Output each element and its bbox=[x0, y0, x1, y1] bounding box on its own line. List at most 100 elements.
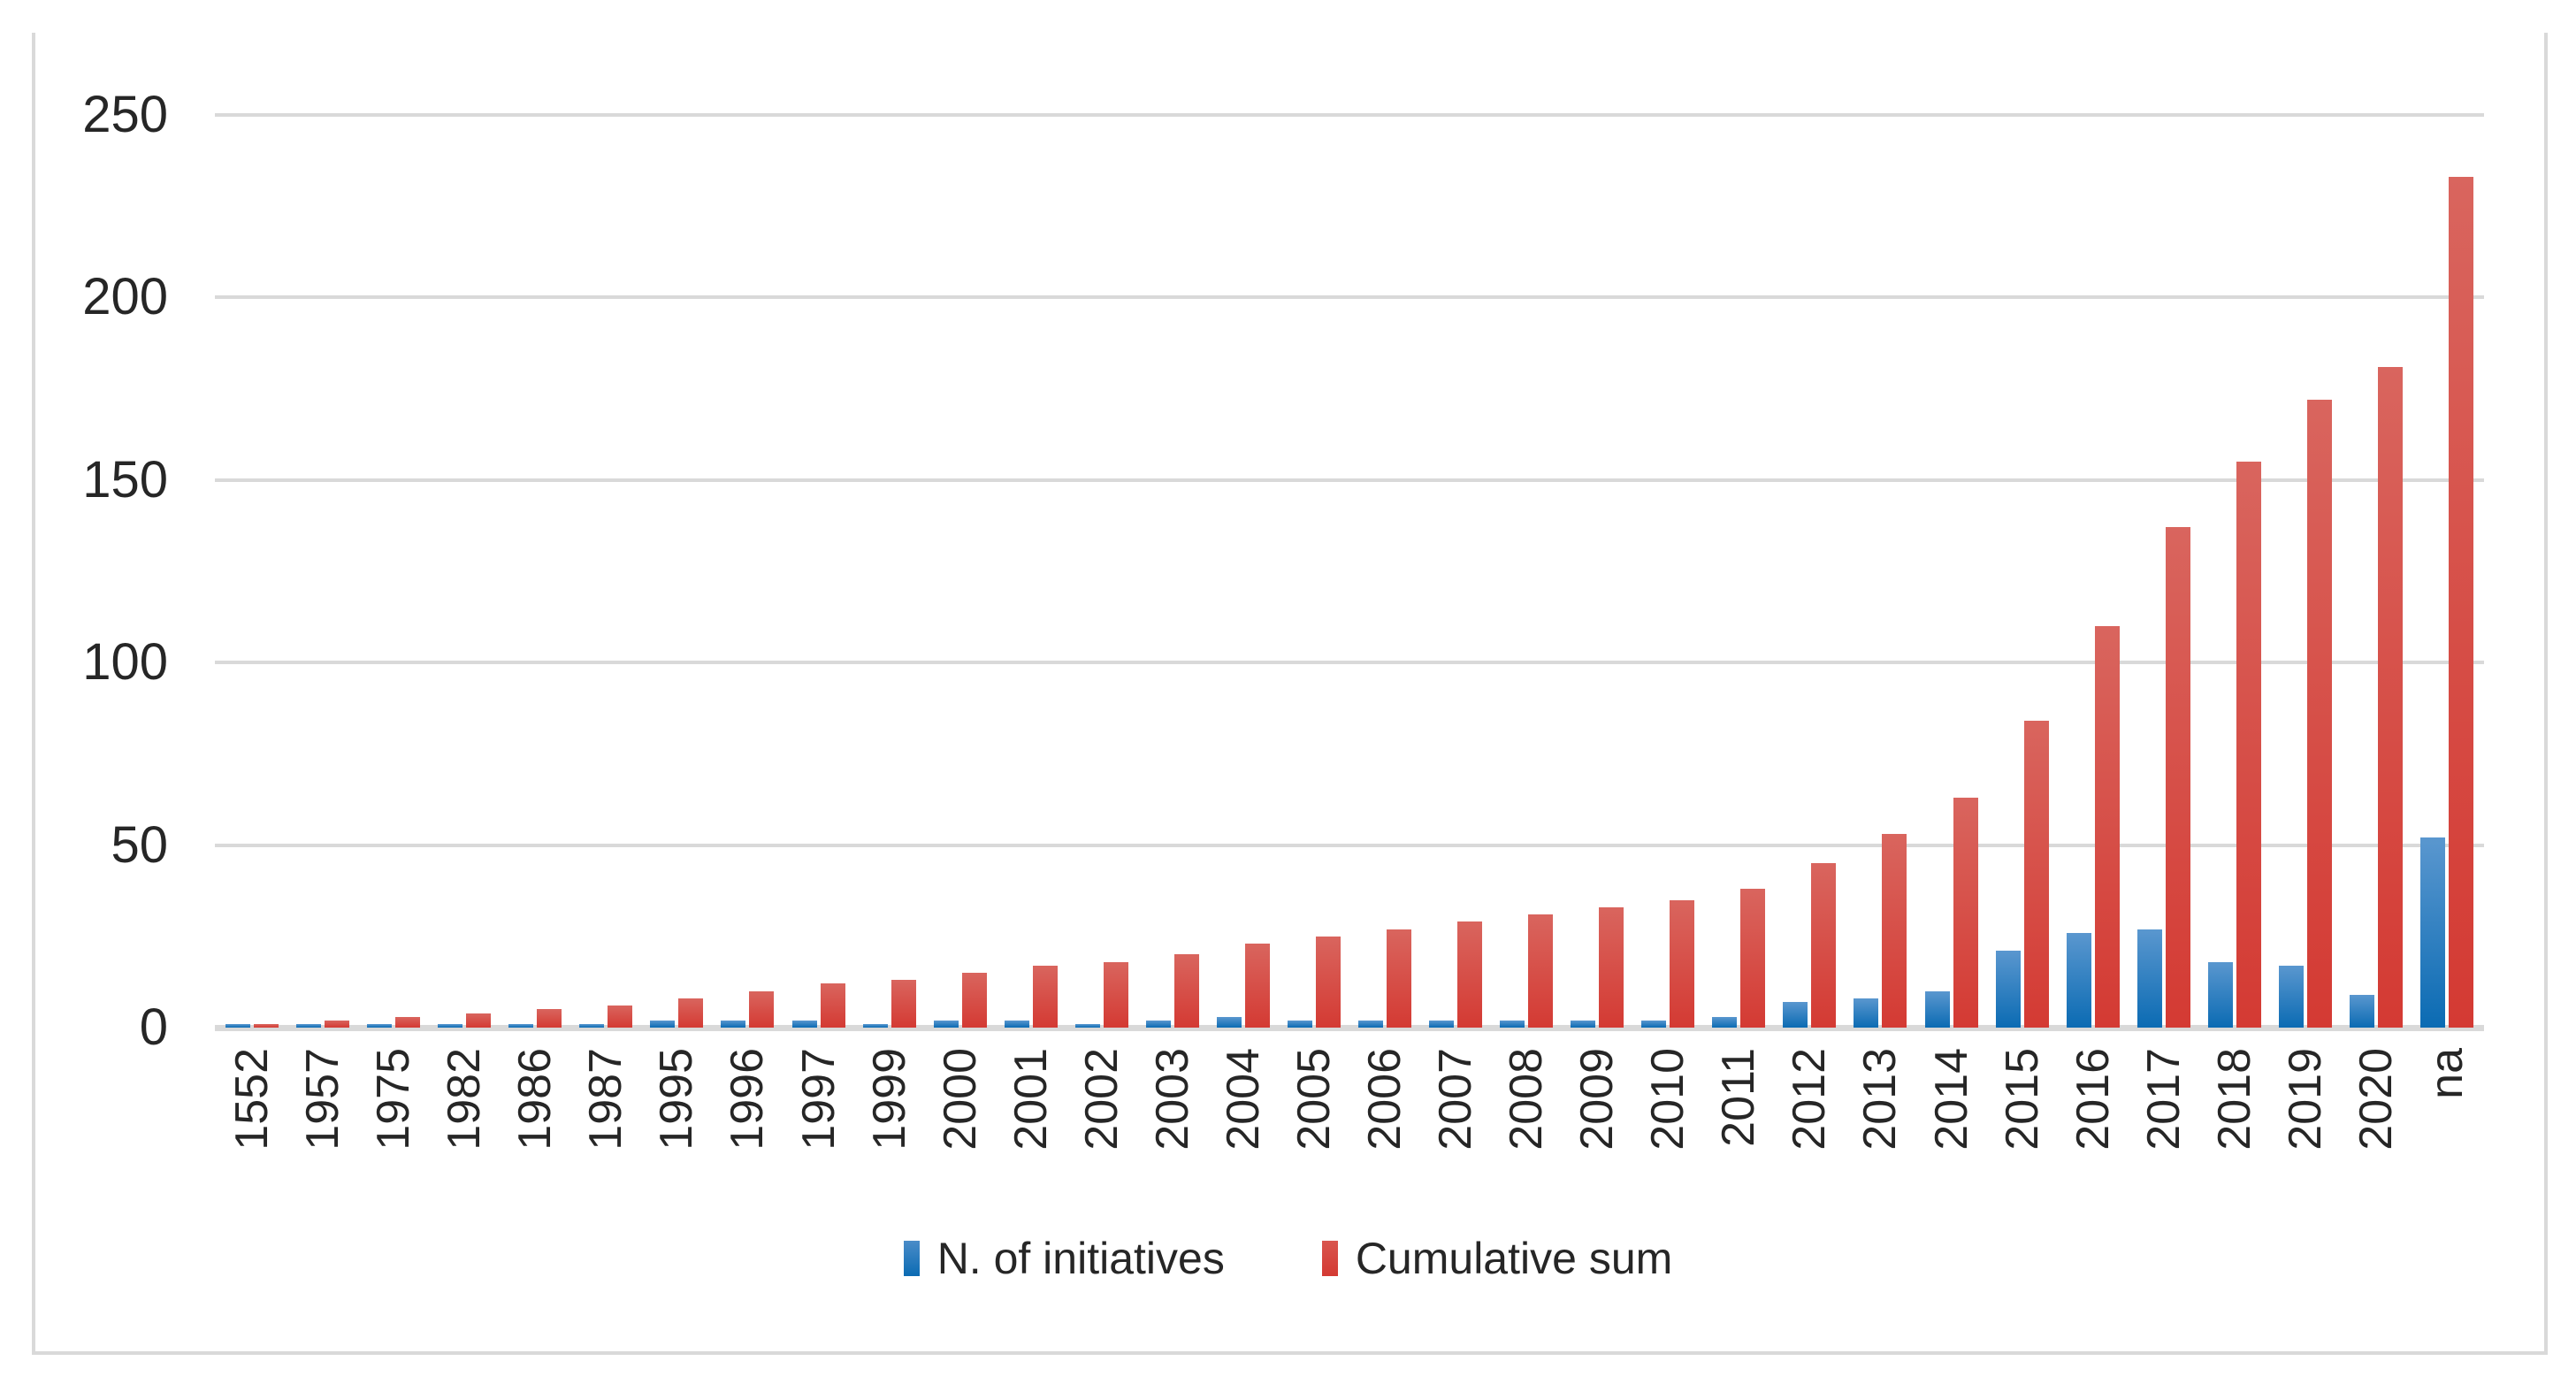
y-axis-tick-label: 50 bbox=[111, 815, 168, 874]
bar-cumulative-1975 bbox=[395, 1016, 421, 1028]
legend-item-initiatives: N. of initiatives bbox=[903, 1234, 1225, 1283]
category-1975 bbox=[358, 115, 429, 1028]
category-2018 bbox=[2199, 115, 2270, 1028]
bar-cumulative-2010 bbox=[1670, 899, 1695, 1028]
legend-marker-cumulative bbox=[1321, 1241, 1338, 1276]
category-2003 bbox=[1137, 115, 1208, 1028]
x-axis-label-2004: 2004 bbox=[1217, 1048, 1269, 1151]
category-2012 bbox=[1774, 115, 1845, 1028]
category-1997 bbox=[784, 115, 854, 1028]
category-2020 bbox=[2341, 115, 2412, 1028]
bar-cumulative-1995 bbox=[678, 998, 704, 1028]
bar-cumulative-2013 bbox=[1882, 834, 1907, 1028]
bar-initiatives-2001 bbox=[1004, 1020, 1029, 1028]
x-axis-label-1552: 1552 bbox=[226, 1048, 279, 1151]
bar-cumulative-2020 bbox=[2377, 366, 2403, 1028]
bar-cumulative-2003 bbox=[1173, 954, 1199, 1028]
bar-cumulative-na bbox=[2448, 177, 2473, 1028]
x-axis-label-1982: 1982 bbox=[439, 1048, 491, 1151]
bar-initiatives-2012 bbox=[1783, 1002, 1808, 1028]
x-axis-label-2006: 2006 bbox=[1359, 1048, 1411, 1151]
x-axis-label-2014: 2014 bbox=[1925, 1048, 1977, 1151]
bar-cumulative-2018 bbox=[2236, 462, 2261, 1028]
category-2013 bbox=[1845, 115, 1915, 1028]
category-2010 bbox=[1632, 115, 1703, 1028]
bar-cumulative-2015 bbox=[2023, 721, 2049, 1028]
category-2005 bbox=[1279, 115, 1349, 1028]
x-axis-label-2003: 2003 bbox=[1146, 1048, 1198, 1151]
bar-cumulative-2011 bbox=[1740, 889, 1766, 1028]
category-2015 bbox=[1987, 115, 2058, 1028]
bar-initiatives-2018 bbox=[2207, 961, 2233, 1028]
bar-cumulative-2001 bbox=[1032, 965, 1058, 1028]
bar-initiatives-2008 bbox=[1500, 1020, 1525, 1028]
gridline-150 bbox=[215, 478, 2484, 482]
bar-cumulative-2017 bbox=[2165, 527, 2190, 1028]
bar-initiatives-2004 bbox=[1216, 1016, 1242, 1028]
x-axis-label-2017: 2017 bbox=[2137, 1048, 2190, 1151]
category-2009 bbox=[1562, 115, 1632, 1028]
bar-initiatives-2002 bbox=[1074, 1023, 1100, 1028]
bar-initiatives-na bbox=[2419, 837, 2445, 1028]
bar-initiatives-2011 bbox=[1712, 1016, 1738, 1028]
category-2019 bbox=[2270, 115, 2341, 1028]
bar-initiatives-2015 bbox=[1995, 951, 2021, 1028]
bar-initiatives-2017 bbox=[2136, 929, 2162, 1028]
x-axis: 1552 1957 1975 1982 1986 1987 1995 1996 1997 1999… bbox=[217, 1048, 2482, 1151]
y-axis-tick-label: 200 bbox=[82, 268, 168, 326]
x-axis-line bbox=[215, 1025, 2484, 1031]
x-axis-label-2010: 2010 bbox=[1642, 1048, 1694, 1151]
category-na bbox=[2412, 115, 2482, 1028]
x-axis-label-2013: 2013 bbox=[1854, 1048, 1907, 1151]
bar-initiatives-2016 bbox=[2066, 932, 2091, 1028]
bar-cumulative-2014 bbox=[1953, 797, 1978, 1028]
category-2008 bbox=[1491, 115, 1562, 1028]
legend-label-cumulative: Cumulative sum bbox=[1355, 1234, 1673, 1283]
bar-cumulative-1997 bbox=[820, 983, 845, 1028]
bar-initiatives-2009 bbox=[1571, 1020, 1596, 1028]
x-axis-label-2001: 2001 bbox=[1005, 1048, 1057, 1151]
bar-cumulative-2005 bbox=[1315, 936, 1341, 1028]
x-axis-label-2007: 2007 bbox=[1430, 1048, 1482, 1151]
category-2011 bbox=[1703, 115, 1774, 1028]
gridline-100 bbox=[215, 661, 2484, 665]
bar-cumulative-2009 bbox=[1599, 906, 1624, 1028]
bar-initiatives-2006 bbox=[1358, 1020, 1384, 1028]
x-axis-label-1995: 1995 bbox=[651, 1048, 703, 1151]
category-2017 bbox=[2129, 115, 2199, 1028]
x-axis-label-2005: 2005 bbox=[1288, 1048, 1340, 1151]
category-1999 bbox=[854, 115, 925, 1028]
bar-initiatives-2020 bbox=[2349, 994, 2374, 1028]
bar-cumulative-1982 bbox=[466, 1013, 492, 1028]
gridline-250 bbox=[215, 113, 2484, 117]
x-axis-label-1999: 1999 bbox=[863, 1048, 915, 1151]
x-axis-label-2002: 2002 bbox=[1075, 1048, 1127, 1151]
bar-initiatives-2003 bbox=[1145, 1020, 1171, 1028]
legend-label-initiatives: N. of initiatives bbox=[936, 1234, 1225, 1283]
x-axis-label-1957: 1957 bbox=[297, 1048, 349, 1151]
bar-initiatives-1999 bbox=[862, 1023, 888, 1028]
category-2001 bbox=[996, 115, 1066, 1028]
bar-initiatives-2019 bbox=[2278, 965, 2304, 1028]
x-axis-label-2016: 2016 bbox=[2067, 1048, 2119, 1151]
legend: N. of initiatives Cumulative sum bbox=[0, 1236, 2576, 1281]
bar-initiatives-2005 bbox=[1287, 1020, 1312, 1028]
bar-cumulative-2016 bbox=[2094, 625, 2120, 1028]
y-axis-tick-label: 150 bbox=[82, 450, 168, 508]
x-axis-label-2015: 2015 bbox=[1996, 1048, 2048, 1151]
bar-initiatives-1996 bbox=[721, 1020, 746, 1028]
legend-item-cumulative: Cumulative sum bbox=[1321, 1234, 1673, 1283]
x-axis-label-2020: 2020 bbox=[2350, 1048, 2402, 1151]
y-axis-tick-label: 0 bbox=[139, 998, 168, 1056]
bar-initiatives-2010 bbox=[1641, 1020, 1667, 1028]
bar-initiatives-1997 bbox=[791, 1020, 817, 1028]
bar-cumulative-2019 bbox=[2306, 399, 2332, 1028]
x-axis-label-2018: 2018 bbox=[2208, 1048, 2260, 1151]
category-1982 bbox=[429, 115, 500, 1028]
bar-cumulative-1996 bbox=[749, 990, 775, 1028]
bar-initiatives-1957 bbox=[296, 1023, 322, 1028]
category-2016 bbox=[2058, 115, 2129, 1028]
bar-cumulative-2004 bbox=[1244, 944, 1270, 1028]
x-axis-label-2000: 2000 bbox=[934, 1048, 986, 1151]
category-2006 bbox=[1349, 115, 1420, 1028]
